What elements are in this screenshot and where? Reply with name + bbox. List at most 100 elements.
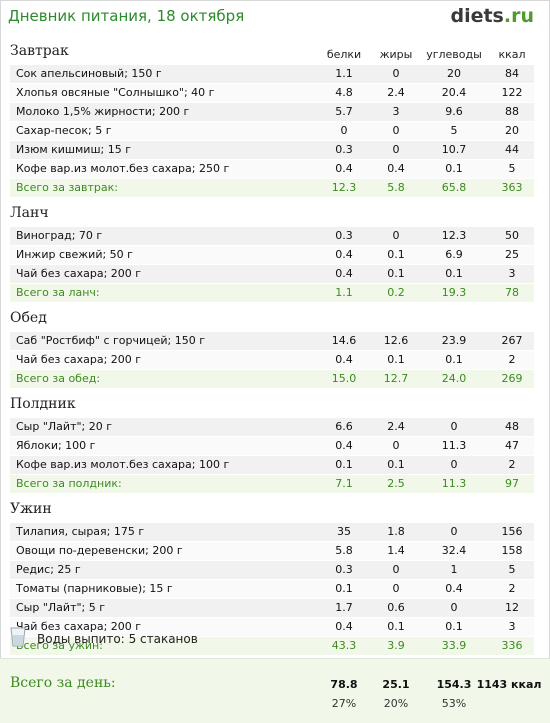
food-name: Сахар-песок; 5 г [16,124,112,137]
food-fat: 0 [392,582,400,595]
food-kcal: 158 [501,544,523,557]
meal-total-protein: 7.1 [335,477,353,490]
meal-total-label: Всего за обед: [16,372,101,385]
food-fat: 2.4 [387,420,405,433]
meal-total-carbs: 11.3 [441,477,467,490]
page-title: Дневник питания, 18 октября [8,7,245,25]
food-name: Овощи по-деревенски; 200 г [16,544,183,557]
meal-total-fat: 5.8 [387,181,405,194]
food-row[interactable]: Тилапия, сырая; 175 г 35 1.8 0 156 [10,523,534,542]
meal-rows: Сок апельсиновый; 150 г 1.1 0 20 84 Хлопья ов… [10,65,534,198]
column-header: белки [326,48,362,61]
food-carbs: 12.3 [441,229,467,242]
food-kcal: 84 [505,67,519,80]
food-row[interactable]: Виноград; 70 г 0.3 0 12.3 50 [10,227,534,246]
food-row[interactable]: Молоко 1,5% жирности; 200 г 5.7 3 9.6 88 [10,103,534,122]
food-name: Инжир свежий; 50 г [16,248,133,261]
food-name: Сыр "Лайт"; 5 г [16,601,106,614]
food-protein: 1.7 [335,601,353,614]
food-row[interactable]: Сахар-песок; 5 г 0 0 5 20 [10,122,534,141]
food-carbs: 20.4 [441,86,467,99]
food-row[interactable]: Овощи по-деревенски; 200 г 5.8 1.4 32.4 158 [10,542,534,561]
food-row[interactable]: Кофе вар.из молот.без сахара; 250 г 0.4 0.… [10,160,534,179]
food-fat: 0.1 [387,620,405,633]
food-row[interactable]: Кофе вар.из молот.без сахара; 100 г 0.1 0.… [10,456,534,475]
food-carbs: 23.9 [441,334,467,347]
food-fat: 0.4 [387,162,405,175]
meal-total-row: Всего за ужин: 43.3 3.9 33.9 336 [10,637,534,656]
meal-total-kcal: 336 [501,639,523,652]
meal-header: Полдник [0,393,550,418]
food-row[interactable]: Саб "Ростбиф" с горчицей; 150 г 14.6 12.6 2… [10,332,534,351]
meal-title: Полдник [10,396,76,412]
meal-total-carbs: 33.9 [441,639,467,652]
food-carbs: 0 [450,525,458,538]
meal-total-kcal: 97 [505,477,519,490]
food-row[interactable]: Сыр "Лайт"; 20 г 6.6 2.4 0 48 [10,418,534,437]
meal-total-label: Всего за ужин: [16,639,103,652]
water-text: Воды выпито: 5 стаканов [37,632,198,646]
food-row[interactable]: Томаты (парниковые); 15 г 0.1 0 0.4 2 [10,580,534,599]
food-fat: 0.1 [387,458,405,471]
food-name: Сок апельсиновый; 150 г [16,67,162,80]
food-kcal: 3 [508,620,516,633]
meal-section: Ланч Виноград; 70 г 0.3 0 12.3 50 Инжир свежий… [0,202,550,307]
meal-section: Полдник Сыр "Лайт"; 20 г 6.6 2.4 0 48 Яблоки; … [0,393,550,498]
meal-total-fat: 0.2 [387,286,405,299]
meal-total-carbs: 19.3 [441,286,467,299]
meal-total-kcal: 363 [501,181,523,194]
food-protein: 0.4 [335,439,353,452]
food-row[interactable]: Яблоки; 100 г 0.4 0 11.3 47 [10,437,534,456]
meal-title: Обед [10,310,47,326]
food-name: Сыр "Лайт"; 20 г [16,420,113,433]
food-name: Томаты (парниковые); 15 г [16,582,173,595]
food-row[interactable]: Чай без сахара; 200 г 0.4 0.1 0.1 3 [10,618,534,637]
food-name: Чай без сахара; 200 г [16,353,142,366]
food-fat: 0 [392,124,400,137]
meal-total-protein: 43.3 [331,639,357,652]
meal-title: Ланч [10,205,49,221]
food-row[interactable]: Хлопья овсяные "Солнышко"; 40 г 4.8 2.4 20.… [10,84,534,103]
food-carbs: 0.4 [445,582,463,595]
food-name: Изюм кишмиш; 15 г [16,143,131,156]
meal-header: Обед [0,307,550,332]
food-protein: 0.4 [335,248,353,261]
glass-icon [10,627,26,647]
meal-total-kcal: 269 [501,372,523,385]
food-row[interactable]: Чай без сахара; 200 г 0.4 0.1 0.1 2 [10,351,534,370]
food-carbs: 0 [450,458,458,471]
food-row[interactable]: Редис; 25 г 0.3 0 1 5 [10,561,534,580]
food-kcal: 2 [508,582,516,595]
meal-total-fat: 2.5 [387,477,405,490]
meal-header: Ужин [0,498,550,523]
food-name: Редис; 25 г [16,563,81,576]
food-row[interactable]: Изюм кишмиш; 15 г 0.3 0 10.7 44 [10,141,534,160]
food-protein: 0.4 [335,353,353,366]
site-logo[interactable]: diets.ru [450,5,534,27]
food-kcal: 20 [505,124,519,137]
food-name: Чай без сахара; 200 г [16,620,142,633]
meal-rows: Саб "Ростбиф" с горчицей; 150 г 14.6 12.6 2… [10,332,534,389]
food-protein: 0.1 [335,582,353,595]
day-carbs-percent: 53% [441,697,467,710]
food-carbs: 0.1 [445,162,463,175]
food-carbs: 11.3 [441,439,467,452]
food-name: Саб "Ростбиф" с горчицей; 150 г [16,334,206,347]
food-row[interactable]: Сыр "Лайт"; 5 г 1.7 0.6 0 12 [10,599,534,618]
food-row[interactable]: Инжир свежий; 50 г 0.4 0.1 6.9 25 [10,246,534,265]
food-row[interactable]: Сок апельсиновый; 150 г 1.1 0 20 84 [10,65,534,84]
food-carbs: 32.4 [441,544,467,557]
food-row[interactable]: Чай без сахара; 200 г 0.4 0.1 0.1 3 [10,265,534,284]
food-name: Чай без сахара; 200 г [16,267,142,280]
food-kcal: 156 [501,525,523,538]
food-protein: 0.3 [335,143,353,156]
food-carbs: 0.1 [445,267,463,280]
food-carbs: 9.6 [445,105,463,118]
day-total-fat: 25.1 [382,678,410,691]
water-label: Воды выпито: [37,632,125,646]
meal-total-carbs: 65.8 [441,181,467,194]
food-kcal: 25 [505,248,519,261]
food-fat: 1.8 [387,525,405,538]
food-kcal: 88 [505,105,519,118]
food-kcal: 47 [505,439,519,452]
